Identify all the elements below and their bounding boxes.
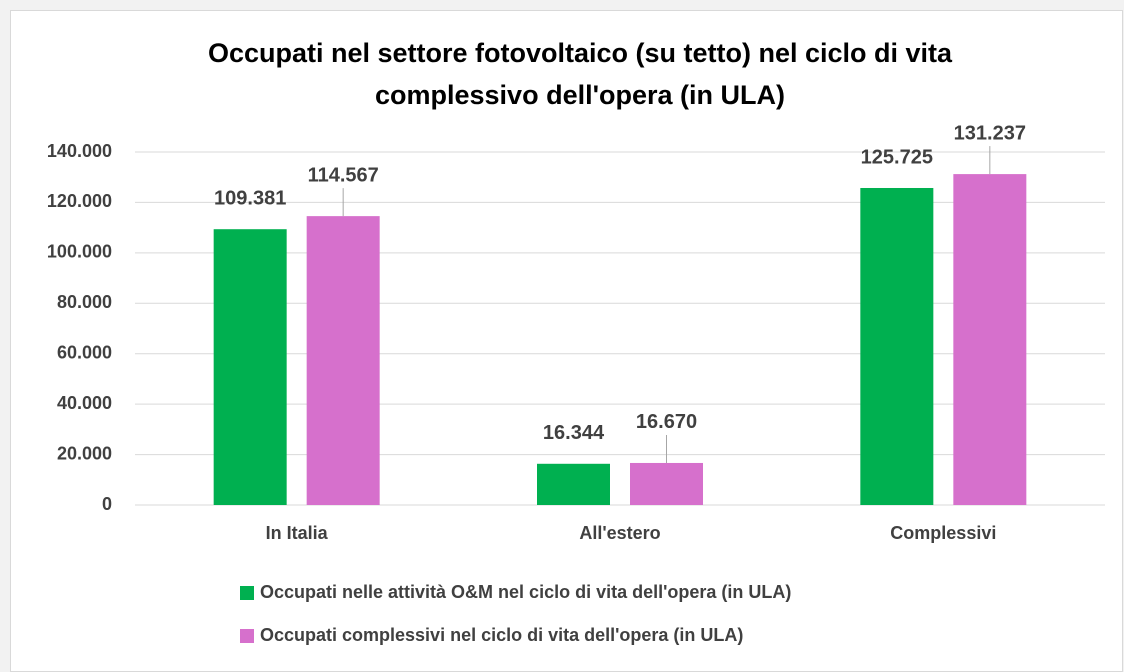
y-tick-label: 20.000	[57, 443, 112, 463]
bar	[213, 229, 287, 506]
bar	[860, 187, 934, 505]
chart-area	[10, 10, 1123, 672]
y-tick-label: 120.000	[47, 191, 112, 211]
legend-label: Occupati nelle attività O&M nel ciclo di…	[260, 582, 791, 602]
x-tick-label: All'estero	[579, 523, 660, 543]
data-label: 16.344	[543, 422, 605, 444]
legend-swatch	[240, 629, 254, 643]
x-tick-label: In Italia	[266, 523, 329, 543]
y-tick-label: 60.000	[57, 342, 112, 362]
legend-label: Occupati complessivi nel ciclo di vita d…	[260, 625, 743, 645]
y-tick-label: 140.000	[47, 141, 112, 161]
data-label: 16.670	[636, 411, 697, 433]
data-label: 131.237	[954, 122, 1026, 144]
y-tick-label: 100.000	[47, 242, 112, 262]
bar	[537, 463, 610, 505]
y-tick-label: 80.000	[57, 292, 112, 312]
data-label: 109.381	[214, 187, 286, 209]
bar	[630, 462, 703, 505]
y-tick-label: 40.000	[57, 393, 112, 413]
chart-title: Occupati nel settore fotovoltaico (su te…	[208, 38, 953, 68]
bar	[953, 174, 1027, 505]
data-label: 125.725	[861, 146, 933, 168]
chart-title: complessivo dell'opera (in ULA)	[375, 80, 785, 110]
x-tick-label: Complessivi	[890, 523, 996, 543]
data-label: 114.567	[308, 164, 379, 186]
legend-swatch	[240, 586, 254, 600]
bar	[306, 216, 380, 505]
y-tick-label: 0	[102, 494, 112, 514]
